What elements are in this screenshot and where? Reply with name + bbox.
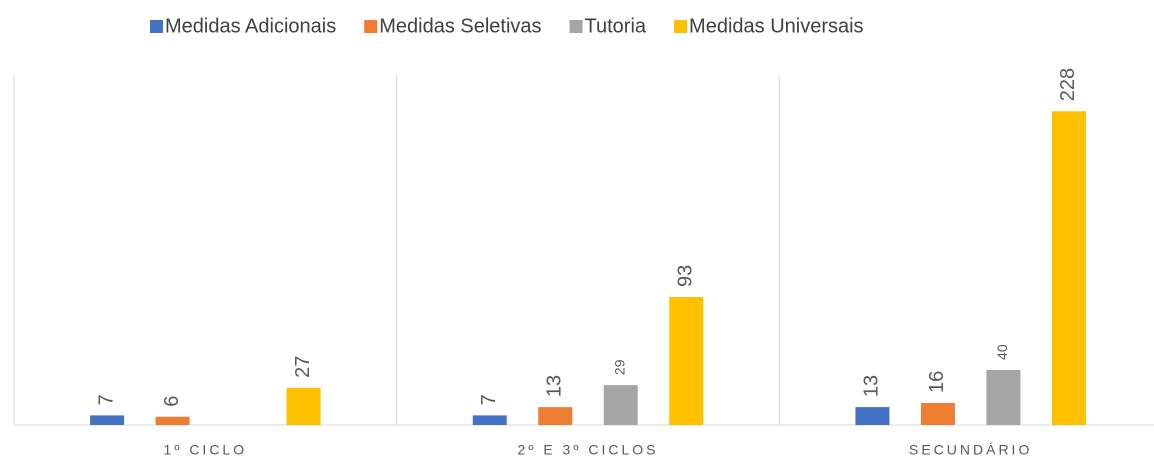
legend-swatch <box>150 20 163 33</box>
x-tick-label: 2º E 3º CICLOS <box>518 442 659 458</box>
data-label: 13 <box>544 375 566 397</box>
bar <box>669 297 704 425</box>
bar <box>286 387 321 425</box>
bar <box>1051 111 1086 425</box>
legend-label: Medidas Universais <box>689 15 864 37</box>
data-label: 16 <box>926 371 948 393</box>
bar <box>538 407 573 425</box>
data-label: 228 <box>1057 68 1079 101</box>
bar <box>986 369 1021 425</box>
legend-swatch <box>674 20 688 33</box>
data-label: 7 <box>95 394 117 405</box>
legend-label: Medidas Seletivas <box>379 15 541 37</box>
x-tick-label: SECUNDÁRIO <box>909 442 1032 458</box>
data-label: 13 <box>861 375 883 397</box>
bar <box>603 385 638 425</box>
legend-swatch <box>364 20 378 33</box>
data-label: 27 <box>292 356 314 378</box>
x-tick-label: 1º CICLO <box>164 442 248 458</box>
data-label: 40 <box>994 344 1010 360</box>
data-label: 29 <box>611 359 627 375</box>
bar <box>90 415 125 425</box>
data-label: 7 <box>478 394 500 405</box>
legend-label: Tutoria <box>585 15 647 37</box>
legend-swatch <box>569 20 583 33</box>
bar <box>472 415 507 425</box>
bar <box>920 402 955 425</box>
bar <box>855 407 890 425</box>
bar <box>155 416 190 425</box>
data-label: 93 <box>675 265 697 287</box>
data-label: 6 <box>161 396 183 407</box>
legend-label: Medidas Adicionais <box>165 15 336 37</box>
